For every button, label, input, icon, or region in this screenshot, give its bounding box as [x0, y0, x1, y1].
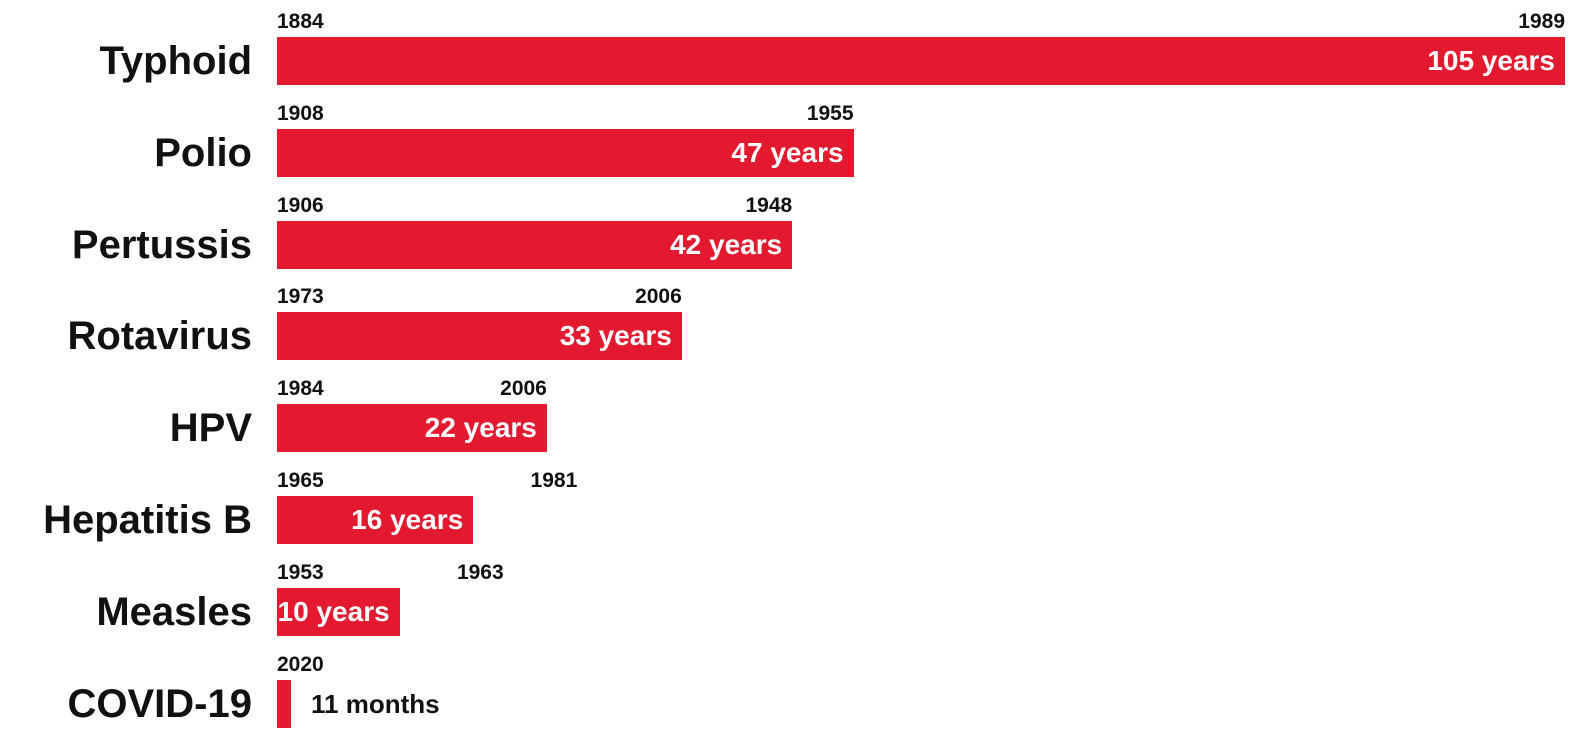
duration-label: 42 years: [670, 228, 783, 260]
category-label: Hepatitis B: [43, 498, 252, 542]
duration-label: 11 months: [311, 688, 440, 719]
duration-label: 16 years: [351, 504, 464, 535]
bar-typhoid: [277, 37, 1565, 85]
bar-polio: [277, 128, 854, 177]
category-label: Rotavirus: [67, 314, 253, 359]
end-year-label: 2006: [500, 377, 547, 401]
end-year-label: 1981: [530, 469, 578, 492]
bar-hepatitis-b: [277, 496, 474, 544]
end-year-label: 1989: [1518, 10, 1565, 33]
bar-hpv: [277, 404, 547, 453]
end-year-label: 1963: [456, 560, 504, 584]
start-year-label: 1906: [277, 193, 324, 217]
start-year-label: 1908: [277, 101, 324, 125]
start-year-label: 2020: [277, 652, 324, 676]
duration-label: 33 years: [559, 320, 672, 352]
category-label: Typhoid: [99, 39, 252, 83]
category-label: HPV: [169, 406, 252, 451]
duration-label: 105 years: [1427, 45, 1555, 76]
start-year-label: 1984: [277, 377, 324, 401]
duration-label: 47 years: [731, 136, 844, 168]
category-label: Pertussis: [71, 222, 252, 267]
end-year-label: 2006: [635, 285, 682, 309]
start-year-label: 1965: [277, 469, 324, 492]
category-label: Measles: [96, 589, 252, 634]
bar-rotavirus: [277, 312, 682, 361]
start-year-label: 1953: [277, 560, 324, 584]
category-label: Polio: [154, 130, 252, 175]
bar-measles: [277, 587, 400, 636]
duration-label: 22 years: [424, 412, 537, 444]
duration-label: 10 years: [277, 595, 390, 627]
category-label: COVID-19: [67, 681, 253, 726]
bar-covid-19: [277, 679, 291, 728]
start-year-label: 1973: [277, 285, 324, 309]
end-year-label: 1955: [806, 101, 854, 125]
bar-pertussis: [277, 220, 793, 269]
start-year-label: 1884: [277, 10, 324, 33]
end-year-label: 1948: [745, 193, 793, 217]
